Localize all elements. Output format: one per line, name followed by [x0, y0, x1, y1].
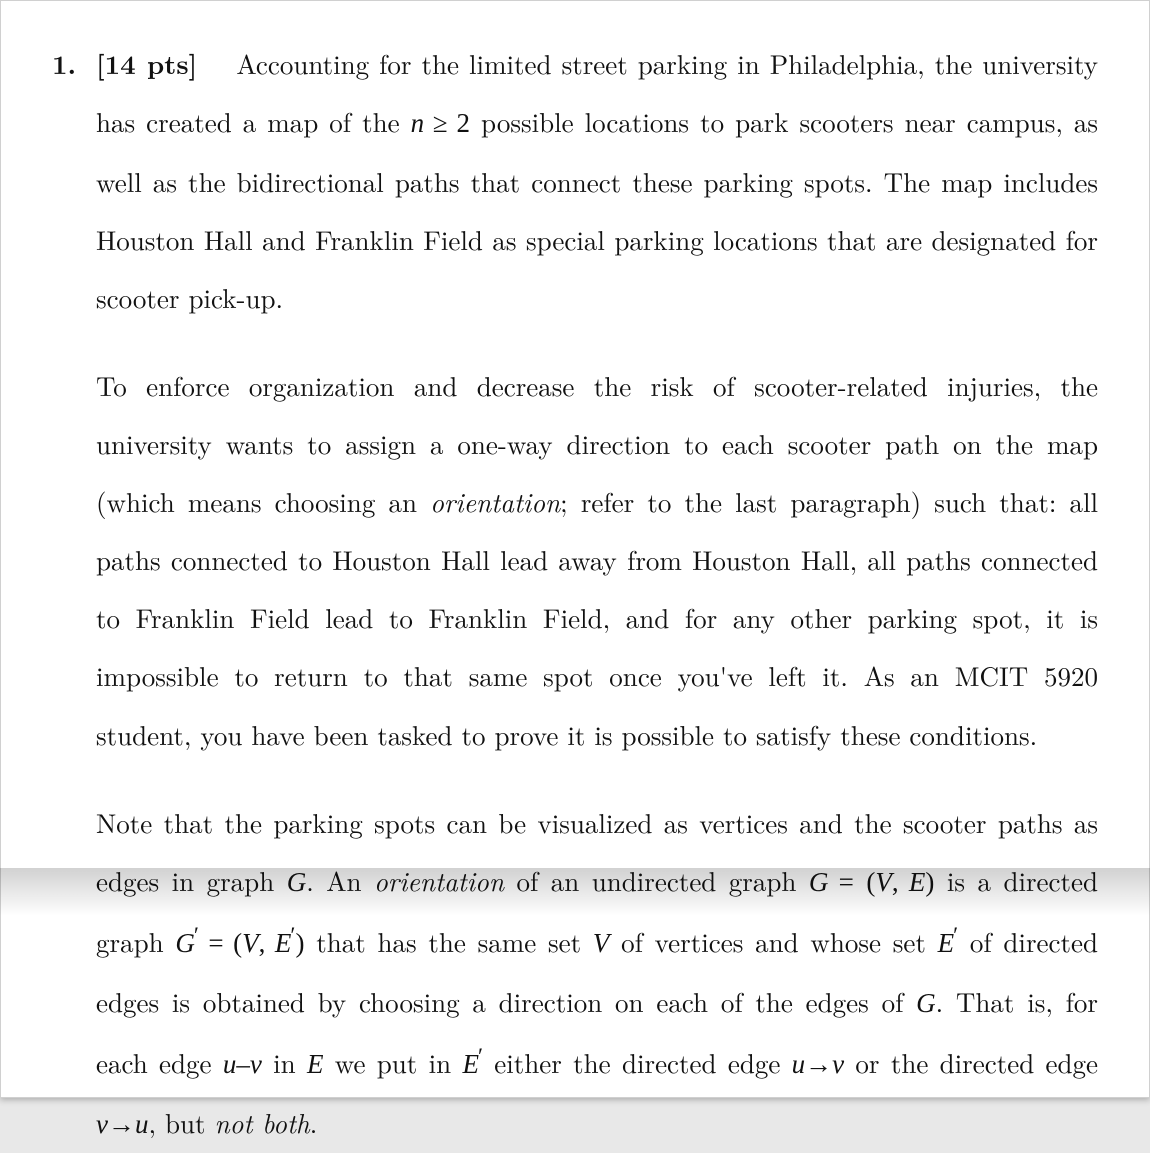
- p3-text-e: that has the same set: [304, 922, 592, 960]
- p3-text-b: . An: [306, 861, 374, 899]
- paragraph-3: Note that the parking spots can be visua…: [96, 793, 1098, 1153]
- paragraph-2: To enforce organization and decrease the…: [96, 356, 1098, 762]
- p3-text-k: either the directed edge: [483, 1043, 792, 1081]
- p3-text-n: .: [310, 1103, 318, 1141]
- p3-math-G1: G: [287, 867, 307, 897]
- p3-math-E: E: [307, 1049, 324, 1079]
- p3-italic-orientation: orientation: [374, 861, 504, 899]
- p3-text-f: of vertices and whose set: [609, 922, 937, 960]
- p3-math-V: V: [593, 928, 610, 958]
- points-label: [14 pts]: [96, 43, 197, 82]
- p3-math-G2: G: [916, 988, 936, 1018]
- p1-math-n: n ≥ 2: [411, 108, 470, 138]
- p2-italic-orientation: orientation: [430, 482, 560, 520]
- p3-math-Eprime2: E′: [462, 1049, 483, 1079]
- p3-text-j: we put in: [323, 1043, 462, 1081]
- p3-math-uv: u–v: [223, 1049, 262, 1079]
- p3-math-utov: u→v: [792, 1049, 844, 1079]
- page: 1. [14 pts] Accounting for the limited s…: [0, 0, 1150, 1098]
- p2-text-b: ; refer to the last paragraph) such that…: [96, 482, 1098, 752]
- p3-math-vtou: v→u: [96, 1109, 148, 1139]
- p3-text-i: in: [262, 1043, 307, 1081]
- p3-text-l: or the directed edge: [844, 1043, 1098, 1081]
- p3-math-Eprime1: E′: [938, 928, 959, 958]
- p3-math-Geq: G =: [809, 867, 854, 897]
- paragraph-1: [14 pts] Accounting for the limited stre…: [96, 34, 1098, 326]
- problem-block: 1. [14 pts] Accounting for the limited s…: [52, 34, 1098, 1153]
- p3-text-m: , but: [148, 1103, 214, 1141]
- p3-text-c: of an undirected graph: [504, 861, 809, 899]
- p3-math-Gprime: G′ = (V, E′): [175, 928, 304, 958]
- p3-math-VE: (V, E): [866, 867, 934, 897]
- problem-body: [14 pts] Accounting for the limited stre…: [96, 34, 1098, 1153]
- problem-number: 1.: [52, 34, 96, 92]
- p3-italic-notboth: not both: [215, 1103, 310, 1141]
